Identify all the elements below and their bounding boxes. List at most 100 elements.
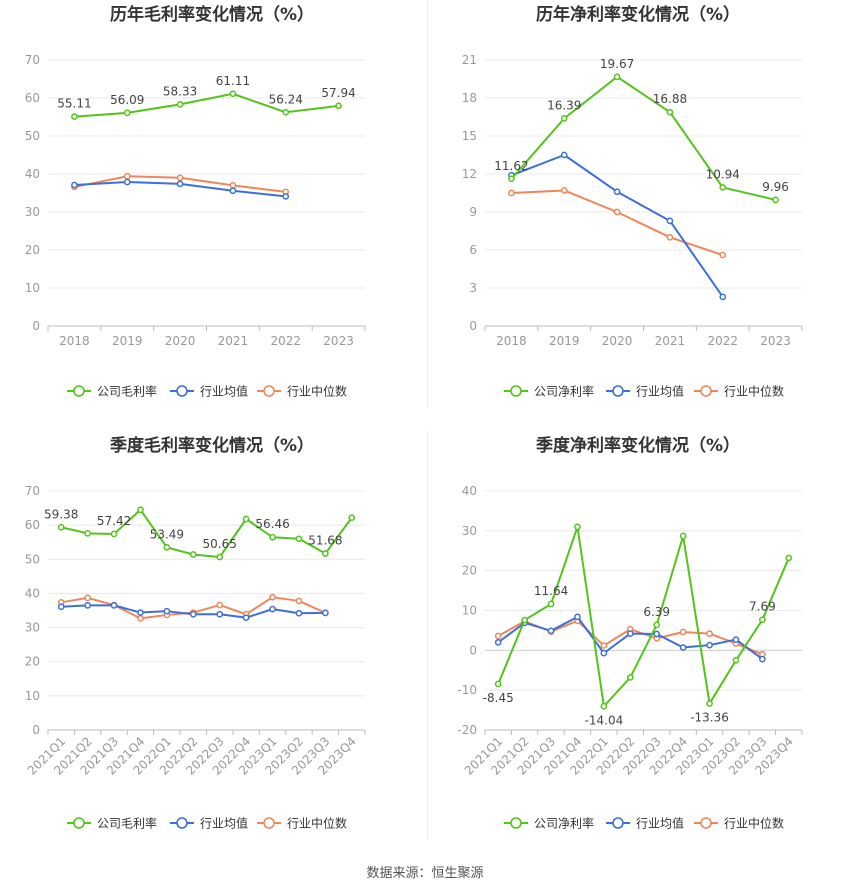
y-tick-label: 10 (25, 281, 40, 295)
company-point (719, 184, 727, 191)
data-label: 51.68 (308, 534, 342, 548)
y-tick-label: 3 (469, 281, 477, 295)
company-point (335, 102, 342, 110)
company-point (322, 550, 329, 557)
legend-swatch-marker (612, 817, 624, 829)
y-tick-label: 20 (25, 243, 40, 257)
avg-point (71, 181, 78, 189)
company-point (269, 533, 276, 541)
data-label: 55.11 (57, 97, 91, 111)
chart-title: 季度毛利率变化情况（%） (110, 435, 314, 456)
avg-point (732, 636, 740, 643)
y-tick-label: 0 (32, 723, 40, 737)
vertical-divider-bottom (427, 430, 428, 840)
data-label: 57.42 (97, 514, 131, 528)
legend-swatch-marker (176, 817, 188, 829)
avg-point (666, 217, 674, 225)
avg-point (229, 187, 237, 195)
legend-label: 公司毛利率 (97, 384, 157, 399)
y-tick-label: 40 (462, 484, 477, 498)
vertical-divider-top (427, 0, 428, 408)
chart-panel-2: 历年净利率变化情况（%） 0 3 6 9 12 15 18 21 2018 2019 2020 2021… (462, 4, 803, 399)
y-tick-label: 0 (469, 643, 477, 657)
company-point (547, 600, 555, 608)
chart-panel-1: 历年毛利率变化情况（%） 0 10 20 30 40 50 60 70 2018 2019 2020 2… (25, 4, 366, 399)
data-label: -13.36 (690, 711, 729, 725)
x-tick-label: 2020 (165, 334, 196, 348)
data-label: 59.38 (44, 507, 78, 521)
median-point (84, 594, 91, 602)
avg-point (706, 641, 713, 649)
legend-swatch-marker (176, 385, 188, 397)
company-point (229, 90, 237, 98)
legend-label: 公司净利率 (534, 816, 594, 831)
median-point (508, 189, 515, 197)
data-label: 9.96 (762, 180, 789, 194)
company-point (626, 674, 634, 681)
data-label: 7.69 (749, 600, 776, 614)
y-tick-label: 40 (25, 167, 40, 181)
y-tick-label: 50 (25, 129, 40, 143)
x-tick-label: 2022 (270, 334, 301, 348)
data-source-footer: 数据来源：恒生聚源 (366, 866, 484, 881)
company-series-line (510, 75, 776, 201)
company-point (574, 523, 581, 531)
company-point (176, 100, 184, 108)
legend-label: 行业中位数 (287, 816, 347, 831)
avg-point (653, 630, 661, 638)
company-point (508, 175, 515, 183)
data-label: 19.67 (600, 57, 634, 71)
company-point (123, 109, 131, 117)
legend-label: 行业均值 (636, 816, 684, 831)
y-tick-label: 6 (469, 243, 477, 257)
x-tick-label: 2023 (323, 334, 354, 348)
y-tick-label: -20 (457, 723, 477, 737)
legend-label: 行业中位数 (287, 384, 347, 399)
company-point (57, 523, 65, 531)
legend-swatch-marker (263, 385, 275, 397)
avg-point (560, 151, 568, 159)
y-tick-label: 70 (25, 484, 40, 498)
legend-label: 行业中位数 (724, 384, 784, 399)
avg-point (494, 639, 502, 646)
legend-label: 行业均值 (200, 384, 248, 399)
company-point (216, 553, 224, 561)
company-point (242, 515, 250, 523)
avg-point (322, 609, 329, 617)
median-point (269, 593, 276, 601)
avg-point (176, 180, 184, 188)
median-point (494, 632, 502, 640)
y-tick-label: 21 (462, 53, 477, 67)
legend-swatch-marker (73, 817, 85, 829)
avg-point (123, 178, 131, 186)
avg-point (216, 610, 224, 618)
company-point (653, 621, 661, 629)
data-label: 58.33 (163, 84, 197, 98)
avg-point (189, 610, 197, 618)
company-point (163, 544, 171, 551)
company-point (348, 514, 356, 521)
median-point (719, 251, 727, 259)
company-point (295, 535, 303, 543)
x-tick-label: 2018 (59, 334, 90, 348)
avg-point (57, 603, 65, 611)
data-label: -8.45 (483, 691, 514, 705)
y-tick-label: 20 (25, 655, 40, 669)
legend-label: 行业均值 (200, 816, 248, 831)
avg-point (679, 644, 687, 651)
avg-point (163, 607, 171, 615)
legend-swatch-marker (510, 817, 522, 829)
data-label: 6.39 (643, 605, 670, 619)
y-tick-label: -10 (457, 683, 477, 697)
company-point (666, 108, 674, 116)
chart-panel-3: 季度毛利率变化情况（%）0102030405060702021Q12021Q22… (25, 435, 366, 831)
median-point (666, 233, 674, 241)
data-label: 56.24 (269, 92, 303, 106)
legend-label: 公司毛利率 (97, 816, 157, 831)
x-tick-label: 2020 (602, 334, 633, 348)
median-point (295, 597, 303, 605)
data-label: 11.64 (534, 584, 568, 598)
y-tick-label: 40 (25, 586, 40, 600)
median-point (679, 628, 687, 636)
chart-title: 历年净利率变化情况（%） (536, 4, 740, 25)
